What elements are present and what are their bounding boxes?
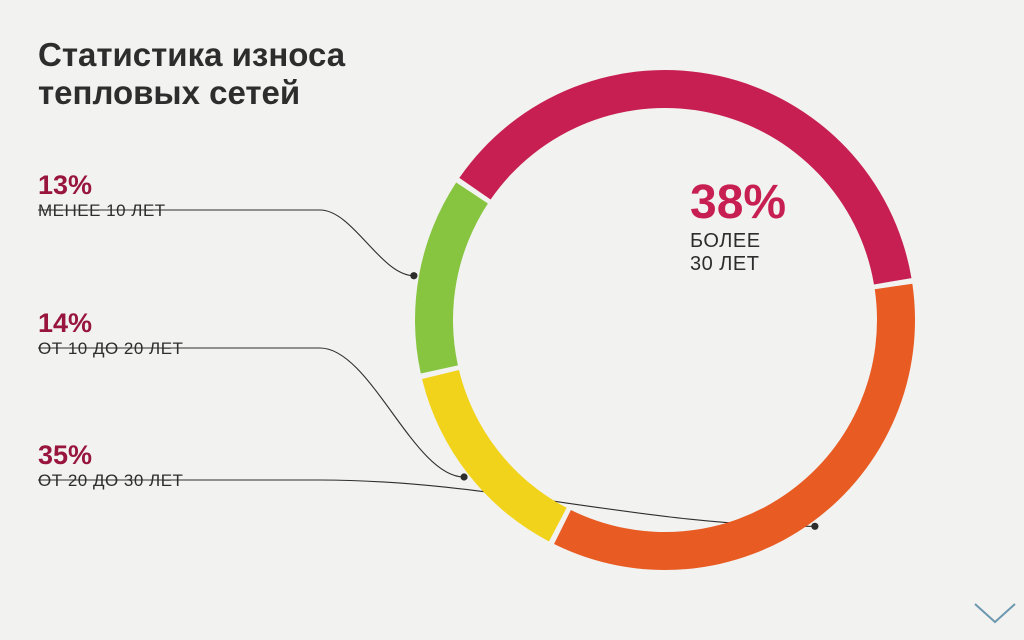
chevron-down-icon <box>975 604 1015 622</box>
legend-label: ОТ 20 ДО 30 ЛЕТ <box>38 471 183 491</box>
donut-slices-group <box>415 70 915 570</box>
corner-chevron <box>975 604 1015 622</box>
legend-label: ОТ 10 ДО 20 ЛЕТ <box>38 339 183 359</box>
legend-item-10to20: 14%ОТ 10 ДО 20 ЛЕТ <box>38 308 183 359</box>
leader-dot-10to20 <box>460 473 467 480</box>
legend-percent: 35% <box>38 440 183 471</box>
donut-slice-20to30 <box>554 284 915 570</box>
legend-percent: 14% <box>38 308 183 339</box>
chart-title: Статистика износа тепловых сетей <box>38 36 345 112</box>
stage: Статистика износа тепловых сетей 38% БОЛ… <box>0 0 1024 640</box>
legend-percent: 13% <box>38 170 166 201</box>
center-percent: 38% <box>690 175 786 230</box>
legend-label: МЕНЕЕ 10 ЛЕТ <box>38 201 166 221</box>
center-sublabel: БОЛЕЕ 30 ЛЕТ <box>690 230 786 276</box>
leader-dot-less10 <box>410 272 417 279</box>
donut-slice-10to20 <box>422 370 567 541</box>
donut-slice-more30 <box>459 70 911 284</box>
center-label: 38% БОЛЕЕ 30 ЛЕТ <box>690 175 786 276</box>
donut-slice-less10 <box>415 183 488 374</box>
leader-dot-20to30 <box>811 523 818 530</box>
legend-item-20to30: 35%ОТ 20 ДО 30 ЛЕТ <box>38 440 183 491</box>
legend-item-less10: 13%МЕНЕЕ 10 ЛЕТ <box>38 170 166 221</box>
